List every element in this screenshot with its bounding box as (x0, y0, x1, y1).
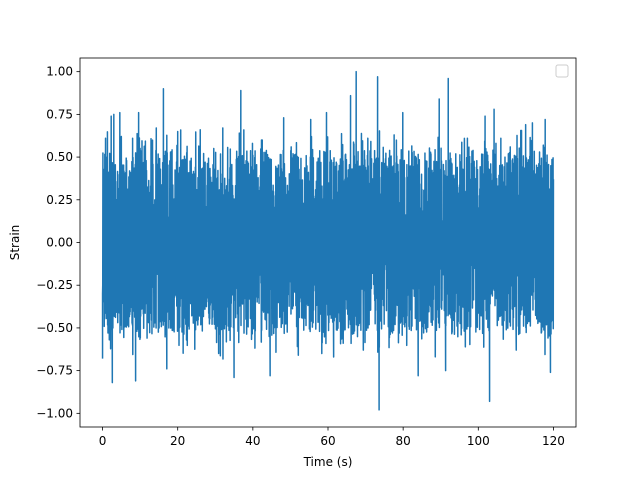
y-tick-label: −0.25 (36, 278, 73, 292)
y-tick-label: 0.50 (46, 150, 73, 164)
y-tick-label: −0.50 (36, 321, 73, 335)
x-axis-label: Time (s) (303, 455, 353, 469)
x-axis: 0 20 40 60 80 100 120 (99, 427, 565, 448)
y-tick-label: 0.75 (46, 107, 73, 121)
y-tick-label: −1.00 (36, 406, 73, 420)
y-tick-label: 0.25 (46, 193, 73, 207)
x-tick-label: 100 (467, 434, 490, 448)
x-tick-label: 0 (99, 434, 107, 448)
y-tick-label: −0.75 (36, 364, 73, 378)
legend (555, 64, 569, 78)
x-tick-label: 40 (245, 434, 260, 448)
y-tick-label: 0.00 (46, 236, 73, 250)
y-tick-label: 1.00 (46, 65, 73, 79)
series-line (101, 70, 555, 411)
x-tick-label: 60 (320, 434, 335, 448)
x-tick-label: 120 (542, 434, 565, 448)
y-axis: −1.00 −0.75 −0.50 −0.25 0.00 0.25 0.50 0.75 1.00 (36, 65, 80, 420)
x-tick-label: 80 (396, 434, 411, 448)
y-axis-label: Strain (8, 225, 22, 261)
series-layer (101, 70, 555, 411)
x-tick-label: 20 (170, 434, 185, 448)
